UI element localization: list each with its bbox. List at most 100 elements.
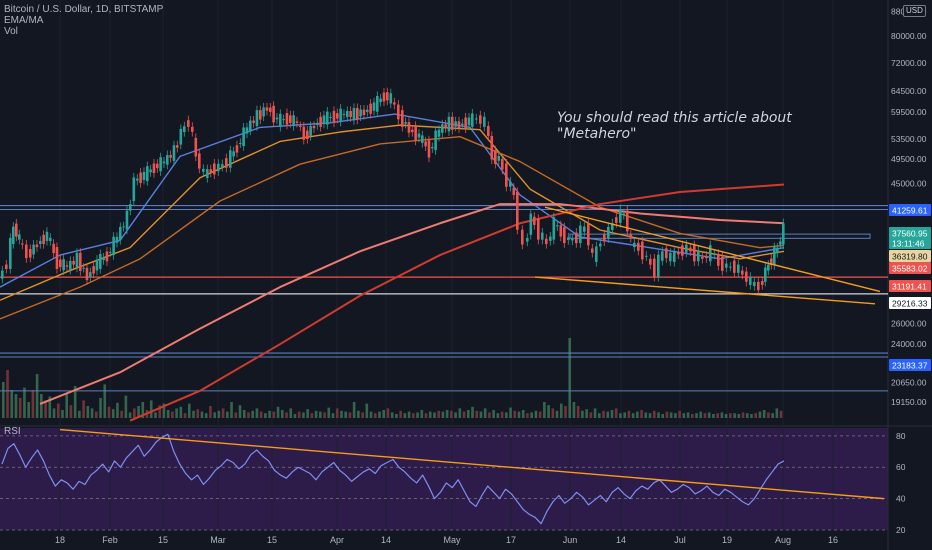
volume-bar (669, 412, 673, 418)
candle-body (289, 115, 292, 123)
volume-bar (369, 411, 373, 418)
volume-bar (462, 411, 466, 418)
x-axis-tick-label: 15 (158, 535, 168, 545)
candle-body (509, 181, 512, 187)
volume-bar (73, 386, 77, 418)
volume-bar (407, 411, 411, 418)
volume-bar (686, 412, 690, 418)
candle-body (782, 223, 785, 245)
candle-body (649, 258, 652, 265)
volume-bar (48, 396, 52, 418)
candle-body (591, 248, 594, 253)
volume-bar (14, 394, 18, 418)
y-axis-tick-label: 64500.00 (891, 86, 927, 96)
volume-bar (428, 411, 432, 418)
candle-body (346, 110, 349, 118)
volume-bar (707, 412, 711, 418)
candle-body (382, 92, 386, 102)
volume-bar (107, 406, 111, 418)
volume-bar (23, 387, 26, 418)
candle-body (709, 245, 712, 262)
volume-bar (483, 408, 487, 418)
candle-body (21, 243, 24, 245)
volume-bar (466, 410, 470, 418)
volume-bar (179, 406, 183, 418)
candle-body (52, 243, 55, 254)
x-axis-tick-label: 16 (828, 535, 838, 545)
candle-body (475, 118, 478, 120)
candle-body (526, 237, 529, 242)
x-axis-tick-label: 17 (506, 535, 516, 545)
candle-body (99, 254, 102, 269)
volume-bar (458, 408, 462, 418)
candle-body (587, 223, 590, 246)
volume-bar (289, 408, 293, 418)
candle-body (242, 127, 245, 147)
candle-body (512, 187, 516, 195)
candle-body (494, 150, 497, 164)
candle-body (501, 158, 504, 170)
volume-bar (445, 410, 449, 418)
candle-body (79, 252, 82, 271)
currency-badge[interactable]: USD (903, 5, 926, 17)
candle-body (65, 265, 69, 267)
rsi-axis-tick-label: 80 (896, 431, 906, 441)
candle-body (451, 116, 454, 130)
candle-body (404, 122, 407, 124)
price-tag-bg (889, 280, 931, 292)
x-axis-tick-label: Aug (775, 535, 791, 545)
candle-body (285, 113, 289, 125)
candle-body (105, 251, 109, 262)
volume-bar (775, 408, 779, 418)
candle-body (441, 124, 444, 133)
candle-body (417, 133, 421, 138)
volume-bar (623, 412, 626, 418)
volume-bar (158, 405, 161, 418)
volume-bar (116, 402, 119, 418)
volume-bar (450, 410, 453, 418)
volume-bar (187, 403, 191, 418)
volume-bar (636, 411, 639, 418)
candle-body (779, 241, 782, 245)
candle-body (657, 254, 660, 277)
volume-bar (758, 411, 762, 418)
candle-body (5, 264, 8, 269)
candle-body (487, 125, 490, 137)
candle-body (607, 226, 610, 239)
candle-body (437, 129, 441, 137)
volume-bar (627, 410, 631, 418)
candle-body (389, 93, 393, 104)
volume-bar (754, 413, 758, 418)
volume-bar (547, 405, 550, 418)
candle-body (159, 157, 162, 172)
volume-bar (733, 413, 736, 418)
volume-bar (762, 410, 766, 418)
volume-bar (412, 413, 415, 418)
candle-body (464, 117, 467, 129)
volume-bar (10, 390, 14, 418)
price-tag-label: 35583.02 (892, 264, 928, 274)
candle-body (209, 169, 213, 173)
volume-bar (314, 410, 318, 418)
candle-body (249, 120, 252, 131)
candle-body (741, 270, 744, 275)
volume-bar (306, 409, 309, 418)
volume-bar (750, 414, 753, 418)
volume-bar (509, 407, 512, 418)
rsi-trendline (59, 428, 885, 500)
volume-bar (614, 408, 618, 418)
candle-body (169, 155, 172, 158)
volume-bar (340, 410, 343, 418)
candle-body (603, 234, 606, 242)
candle-body (516, 191, 519, 230)
candle-body (629, 234, 633, 238)
volume-bar (471, 406, 474, 418)
price-tag-bg (889, 227, 931, 239)
candle-body (139, 172, 142, 184)
candle-body (661, 251, 664, 261)
candle-body (102, 257, 105, 261)
candle-body (272, 105, 275, 123)
price-tag-label: 29216.33 (892, 299, 928, 309)
volume-bar (111, 409, 115, 418)
